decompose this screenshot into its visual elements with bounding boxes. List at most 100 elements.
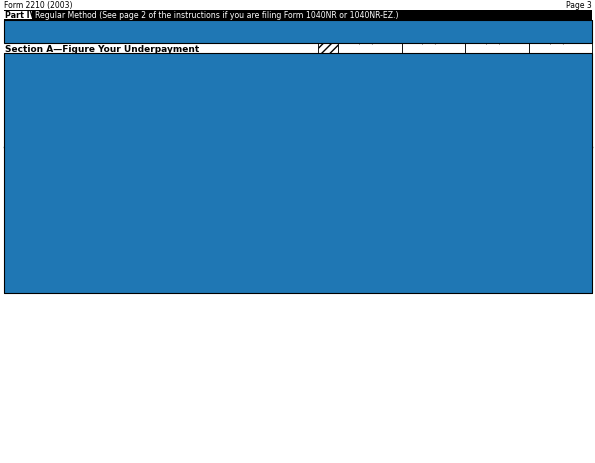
Text: 807: 807 — [362, 135, 377, 144]
Text: Overpayment. If line 23 is more than line 18, subtract
line 18 from line 23. The: Overpayment. If line 23 is more than lin… — [14, 269, 208, 288]
Bar — [4, 53, 592, 293]
Text: 1,000: 1,000 — [508, 233, 527, 239]
Text: Complete lines 20 through 26 of one column
before going to the next column.: Complete lines 20 through 26 of one colu… — [14, 129, 195, 142]
Text: 1,000: 1,000 — [444, 233, 463, 239]
Text: 807
+ 1,000: 807 + 1,000 — [545, 95, 575, 115]
Text: 1/15: 1/15 — [468, 242, 483, 248]
Text: Payment Due Dates: Payment Due Dates — [386, 21, 481, 31]
Bar — [4, 147, 318, 169]
Text: Page 3: Page 3 — [566, 1, 592, 10]
Bar — [465, 193, 528, 211]
Text: 807: 807 — [425, 135, 441, 144]
Text: 1,529: 1,529 — [358, 77, 381, 86]
Text: 1,444: 1,444 — [442, 258, 463, 264]
Bar — [465, 29, 528, 43]
Text: 18: 18 — [323, 67, 333, 75]
Text: (b): (b) — [427, 31, 440, 40]
Bar — [528, 20, 592, 29]
Text: 1/15/04: 1/15/04 — [545, 37, 575, 46]
Bar — [318, 193, 338, 211]
Text: 6/15: 6/15 — [362, 232, 378, 238]
Bar — [338, 229, 402, 267]
Bar — [318, 53, 338, 89]
Bar — [465, 89, 528, 147]
Bar — [318, 89, 338, 147]
Bar — [318, 147, 338, 169]
Bar — [338, 211, 402, 229]
Text: 21: 21 — [323, 170, 333, 180]
Text: 1,529: 1,529 — [422, 77, 444, 86]
Bar — [528, 211, 592, 229]
Text: 1,529: 1,529 — [549, 77, 572, 86]
Bar — [465, 181, 528, 193]
Bar — [338, 169, 402, 181]
Text: 641: 641 — [553, 199, 568, 208]
Text: 1,807: 1,807 — [549, 169, 572, 178]
Text: 807: 807 — [425, 169, 441, 178]
Text: Section A—Figure Your Underpayment: Section A—Figure Your Underpayment — [5, 44, 199, 54]
Bar — [465, 267, 528, 293]
Text: Estimated tax paid and tax withheld (see page 2 of
the instructions). For column: Estimated tax paid and tax withheld (see… — [14, 90, 202, 132]
Bar — [402, 89, 465, 147]
Bar — [338, 53, 402, 89]
Text: Regular Method (See page 2 of the instructions if you are filing Form 1040NR or : Regular Method (See page 2 of the instru… — [35, 12, 399, 20]
Text: (a): (a) — [363, 31, 377, 40]
Bar — [402, 181, 465, 193]
Text: 1,444: 1,444 — [486, 181, 508, 190]
Text: Add the amounts on lines 24 and 25 in previous column: Add the amounts on lines 24 and 25 in pr… — [14, 182, 215, 188]
Text: 807
+ 1,000: 807 + 1,000 — [481, 95, 512, 115]
Text: 444: 444 — [450, 242, 463, 248]
Bar — [402, 211, 465, 229]
Bar — [402, 267, 465, 293]
Bar — [528, 53, 592, 89]
Text: 363: 363 — [489, 199, 504, 208]
Text: 25: 25 — [323, 244, 333, 252]
Text: 1,166: 1,166 — [506, 258, 527, 264]
Bar — [528, 169, 592, 181]
Text: Add lines 19 and 20 . . . . . . . . . . . .: Add lines 19 and 20 . . . . . . . . . . … — [14, 170, 140, 176]
Text: 4/15/03: 4/15/03 — [355, 37, 385, 46]
Bar — [402, 53, 465, 89]
Text: 1,807: 1,807 — [486, 169, 508, 178]
Bar — [318, 267, 338, 293]
Bar — [402, 43, 465, 53]
Bar — [4, 181, 318, 193]
Bar — [338, 193, 402, 211]
Bar — [4, 89, 318, 147]
Text: 9/2: 9/2 — [405, 233, 415, 239]
Text: 9/15/03: 9/15/03 — [481, 37, 512, 46]
Text: 166: 166 — [514, 242, 527, 248]
Text: 26: 26 — [323, 275, 333, 284]
Bar — [528, 147, 592, 169]
Bar — [318, 43, 338, 53]
Text: (c): (c) — [490, 31, 503, 40]
Bar — [528, 229, 592, 267]
Bar — [528, 267, 592, 293]
Bar — [465, 229, 528, 267]
Bar — [4, 193, 318, 211]
Text: Underpayment. If line 18 is equal to or more than
line 23, subtract line 23 from: Underpayment. If line 18 is equal to or … — [14, 231, 204, 250]
Text: Example 4.6: Example 4.6 — [537, 19, 584, 29]
Text: 1,529: 1,529 — [486, 77, 508, 86]
Bar — [4, 229, 318, 267]
Bar — [318, 211, 338, 229]
Text: - 0 -: - 0 - — [425, 217, 441, 226]
Bar — [318, 181, 338, 193]
Bar — [465, 211, 528, 229]
Bar — [4, 10, 592, 20]
Bar — [338, 267, 402, 293]
Text: 1,166: 1,166 — [549, 181, 571, 190]
Bar — [4, 20, 338, 29]
Text: 20: 20 — [323, 154, 333, 163]
Text: 9/15: 9/15 — [405, 242, 419, 248]
Bar — [338, 43, 402, 53]
Text: 4/15: 4/15 — [552, 232, 568, 238]
Bar — [4, 169, 318, 181]
Text: 23: 23 — [323, 198, 333, 206]
Text: - 0 -: - 0 - — [489, 217, 505, 226]
Bar — [4, 211, 318, 229]
Text: Enter the amount, if any, from line 26 in previous
column  . . . . . . . . . . .: Enter the amount, if any, from line 26 i… — [14, 149, 192, 162]
Text: 1/12: 1/12 — [468, 233, 483, 239]
Text: 1,807: 1,807 — [486, 135, 508, 144]
Bar — [465, 169, 528, 181]
